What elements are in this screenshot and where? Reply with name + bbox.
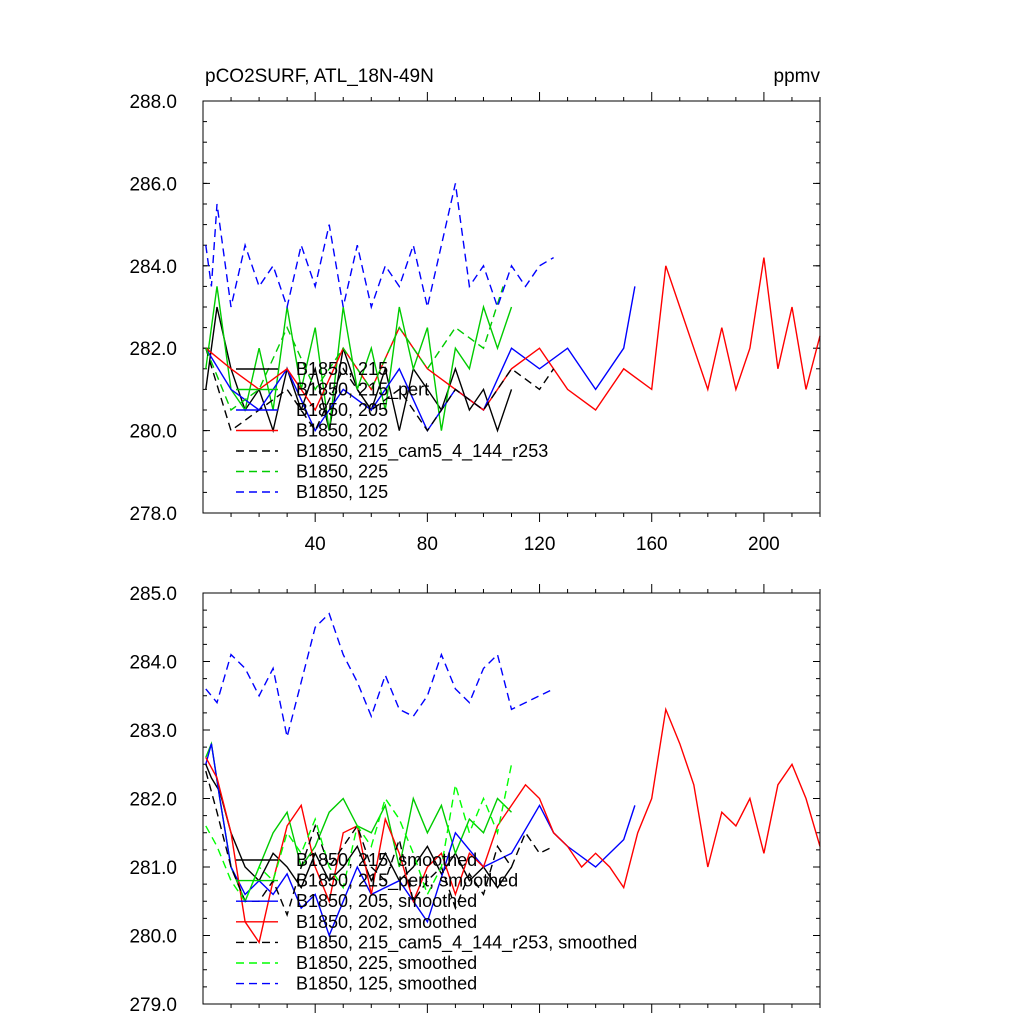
legend-label: B1850, 202, smoothed bbox=[296, 912, 477, 932]
y-tick-label: 282.0 bbox=[129, 790, 177, 811]
series-line-1-3 bbox=[205, 706, 821, 945]
y-tick-label: 280.0 bbox=[129, 927, 177, 948]
series-line-1-4 bbox=[205, 770, 554, 918]
series-line-1-5 bbox=[205, 764, 513, 903]
y-tick-label: 284.0 bbox=[129, 257, 177, 278]
top-plot-frame bbox=[202, 100, 821, 514]
y-tick-label: 283.0 bbox=[129, 721, 177, 742]
y-tick-label: 279.0 bbox=[129, 995, 177, 1016]
y-tick-label: 285.0 bbox=[129, 584, 177, 605]
legend-label: B1850, 215_cam5_4_144_r253, smoothed bbox=[296, 932, 637, 953]
y-tick-label: 281.0 bbox=[129, 858, 177, 879]
y-tick-label: 288.0 bbox=[129, 92, 177, 113]
x-tick-label: 200 bbox=[748, 534, 780, 555]
y-tick-label: 284.0 bbox=[129, 653, 177, 674]
series-line-0-5 bbox=[205, 286, 504, 412]
x-tick-label: 80 bbox=[417, 534, 438, 555]
x-tick-label: 40 bbox=[305, 534, 326, 555]
series-line-1-6 bbox=[205, 612, 554, 738]
legend-label: B1850, 205 bbox=[296, 400, 388, 420]
y-tick-label: 286.0 bbox=[129, 174, 177, 195]
series-line-0-4 bbox=[205, 347, 555, 433]
legend-label: B1850, 202 bbox=[296, 421, 388, 441]
legend-label: B1850, 215_pert, smoothed bbox=[296, 871, 518, 892]
legend-label: B1850, 125 bbox=[296, 482, 388, 502]
series-line-0-3 bbox=[205, 257, 821, 412]
units-label: ppmv bbox=[774, 66, 821, 87]
y-tick-label: 278.0 bbox=[129, 504, 177, 525]
top-panel: pCO2SURF, ATL_18N-49N ppmv 278.0 280.0 282… bbox=[129, 66, 821, 555]
chart-title: pCO2SURF, ATL_18N-49N bbox=[205, 66, 434, 87]
y-tick-label: 282.0 bbox=[129, 339, 177, 360]
legend-label: B1850, 225 bbox=[296, 462, 388, 482]
y-tick-label: 280.0 bbox=[129, 422, 177, 443]
legend-label: B1850, 215 bbox=[296, 359, 388, 379]
bottom-panel: 279.0 280.0 281.0 282.0 283.0 284.0 285.0 B185… bbox=[129, 584, 821, 1016]
x-tick-label: 120 bbox=[524, 534, 556, 555]
series-line-1-0 bbox=[205, 764, 513, 890]
legend-label: B1850, 215, smoothed bbox=[296, 850, 477, 870]
bottom-plot-frame bbox=[202, 592, 821, 1005]
legend-label: B1850, 125, smoothed bbox=[296, 974, 477, 994]
legend-label: B1850, 215_pert bbox=[296, 380, 429, 401]
legend-label: B1850, 225, smoothed bbox=[296, 953, 477, 973]
series-line-0-6 bbox=[205, 183, 554, 310]
bottom-series bbox=[205, 612, 821, 945]
x-tick-label: 160 bbox=[636, 534, 668, 555]
legend-label: B1850, 205, smoothed bbox=[296, 891, 477, 911]
top-axes: 278.0 280.0 282.0 284.0 286.0 288.0 40 80 120 160… bbox=[129, 92, 821, 555]
legend-label: B1850, 215_cam5_4_144_r253 bbox=[296, 441, 548, 462]
